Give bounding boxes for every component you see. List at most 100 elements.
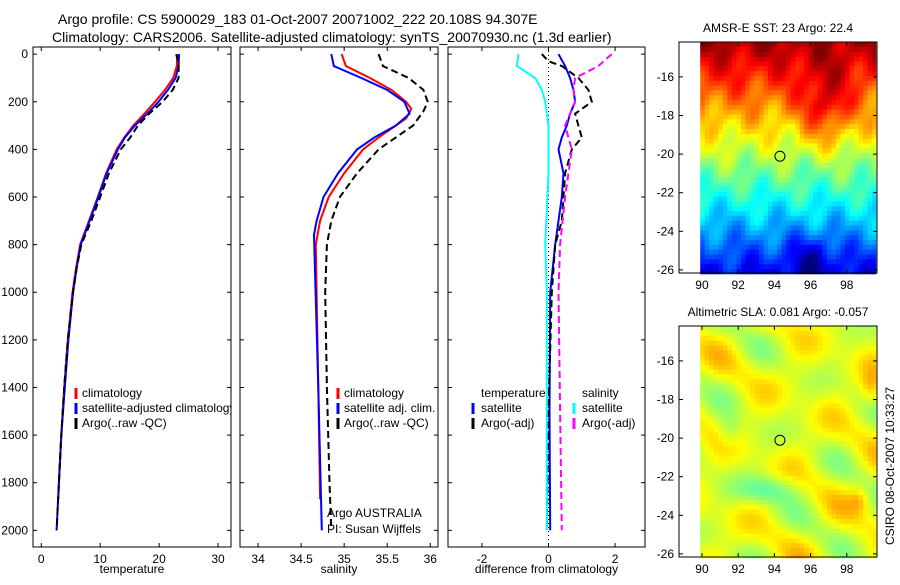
map-cell xyxy=(804,240,810,246)
map-cell xyxy=(754,259,760,265)
map-cell xyxy=(849,548,855,554)
map-cell xyxy=(854,340,860,347)
map-cell xyxy=(763,138,769,145)
map-cell xyxy=(835,335,841,342)
map-cell xyxy=(749,66,755,72)
map-cell xyxy=(845,451,851,457)
map-cell xyxy=(759,384,765,390)
map-cell xyxy=(867,182,873,188)
map-cell xyxy=(709,158,715,164)
map-cell xyxy=(863,538,869,544)
map-cell xyxy=(763,114,769,120)
map-cell xyxy=(804,215,810,222)
map-cell xyxy=(777,398,783,404)
map-cell xyxy=(745,442,751,448)
map-cell xyxy=(759,61,765,67)
map-cell xyxy=(813,543,819,549)
map-cell xyxy=(772,432,778,438)
map-cell xyxy=(826,42,832,48)
map-cell xyxy=(808,417,814,424)
map-cell xyxy=(740,268,746,275)
map-cell xyxy=(754,172,760,178)
map-cell xyxy=(826,388,832,395)
map-cell xyxy=(700,480,706,486)
map-cell xyxy=(817,100,823,106)
map-cell xyxy=(749,432,755,438)
map-cell xyxy=(759,47,765,53)
map-cell xyxy=(863,182,869,188)
map-cell xyxy=(863,158,869,164)
map-cell xyxy=(709,124,715,130)
map-cell xyxy=(718,398,724,404)
map-cell xyxy=(872,66,877,72)
map-cell xyxy=(863,268,869,275)
map-cell xyxy=(709,461,715,467)
map-cell xyxy=(849,211,855,217)
map-cell xyxy=(700,71,706,77)
map-cell xyxy=(872,490,877,496)
map-cell xyxy=(840,470,846,477)
map-cell xyxy=(731,104,737,111)
map-cell xyxy=(786,148,792,154)
map-cell xyxy=(700,56,706,63)
map-cell xyxy=(790,182,796,188)
map-cell xyxy=(858,56,864,63)
map-cell xyxy=(790,259,796,265)
map-cell xyxy=(872,51,877,58)
map-cell xyxy=(845,244,851,251)
map-cell xyxy=(768,480,774,486)
map-cell xyxy=(817,254,823,260)
map-cell xyxy=(763,143,769,149)
map-cell xyxy=(831,264,837,270)
map-cell xyxy=(709,211,715,217)
map-cell xyxy=(813,379,819,385)
map-cell xyxy=(813,524,819,530)
map-cell xyxy=(781,490,787,496)
map-cell xyxy=(790,220,796,227)
map-cell xyxy=(867,384,873,390)
map-cell xyxy=(845,528,851,535)
map-cell xyxy=(863,388,869,395)
map-cell xyxy=(709,388,715,395)
map-cell xyxy=(745,519,751,525)
map-cell xyxy=(772,403,778,409)
map-cell xyxy=(713,413,719,419)
map-cell xyxy=(786,167,792,173)
map-cell xyxy=(704,538,710,544)
map-cell xyxy=(817,374,823,380)
map-cell xyxy=(786,524,792,530)
y-tick-label: -18 xyxy=(657,393,675,407)
map-cell xyxy=(813,427,819,433)
map-cell xyxy=(745,466,751,472)
map-cell xyxy=(754,538,760,544)
map-cell xyxy=(872,76,877,82)
map-cell xyxy=(731,264,737,270)
map-cell xyxy=(831,133,837,140)
map-cell xyxy=(700,186,706,193)
map-cell xyxy=(781,254,787,260)
map-cell xyxy=(808,538,814,544)
map-cell xyxy=(718,100,724,106)
map-cell xyxy=(835,398,841,404)
map-cell xyxy=(731,182,737,188)
map-cell xyxy=(759,355,765,361)
map-cell xyxy=(858,543,864,549)
map-cell xyxy=(704,528,710,535)
map-cell xyxy=(740,403,746,409)
map-cell xyxy=(867,264,873,270)
map-cell xyxy=(722,143,728,149)
map-cell xyxy=(835,191,841,198)
map-cell xyxy=(722,461,728,467)
map-cell xyxy=(727,393,733,400)
map-cell xyxy=(835,182,841,188)
map-cell xyxy=(831,519,837,525)
map-cell xyxy=(799,369,805,375)
map-cell xyxy=(826,235,832,241)
map-cell xyxy=(822,162,828,169)
map-cell xyxy=(822,42,828,48)
map-cell xyxy=(731,254,737,260)
map-cell xyxy=(722,335,728,342)
map-cell xyxy=(740,201,746,207)
map-cell xyxy=(799,259,805,265)
map-cell xyxy=(840,461,846,467)
